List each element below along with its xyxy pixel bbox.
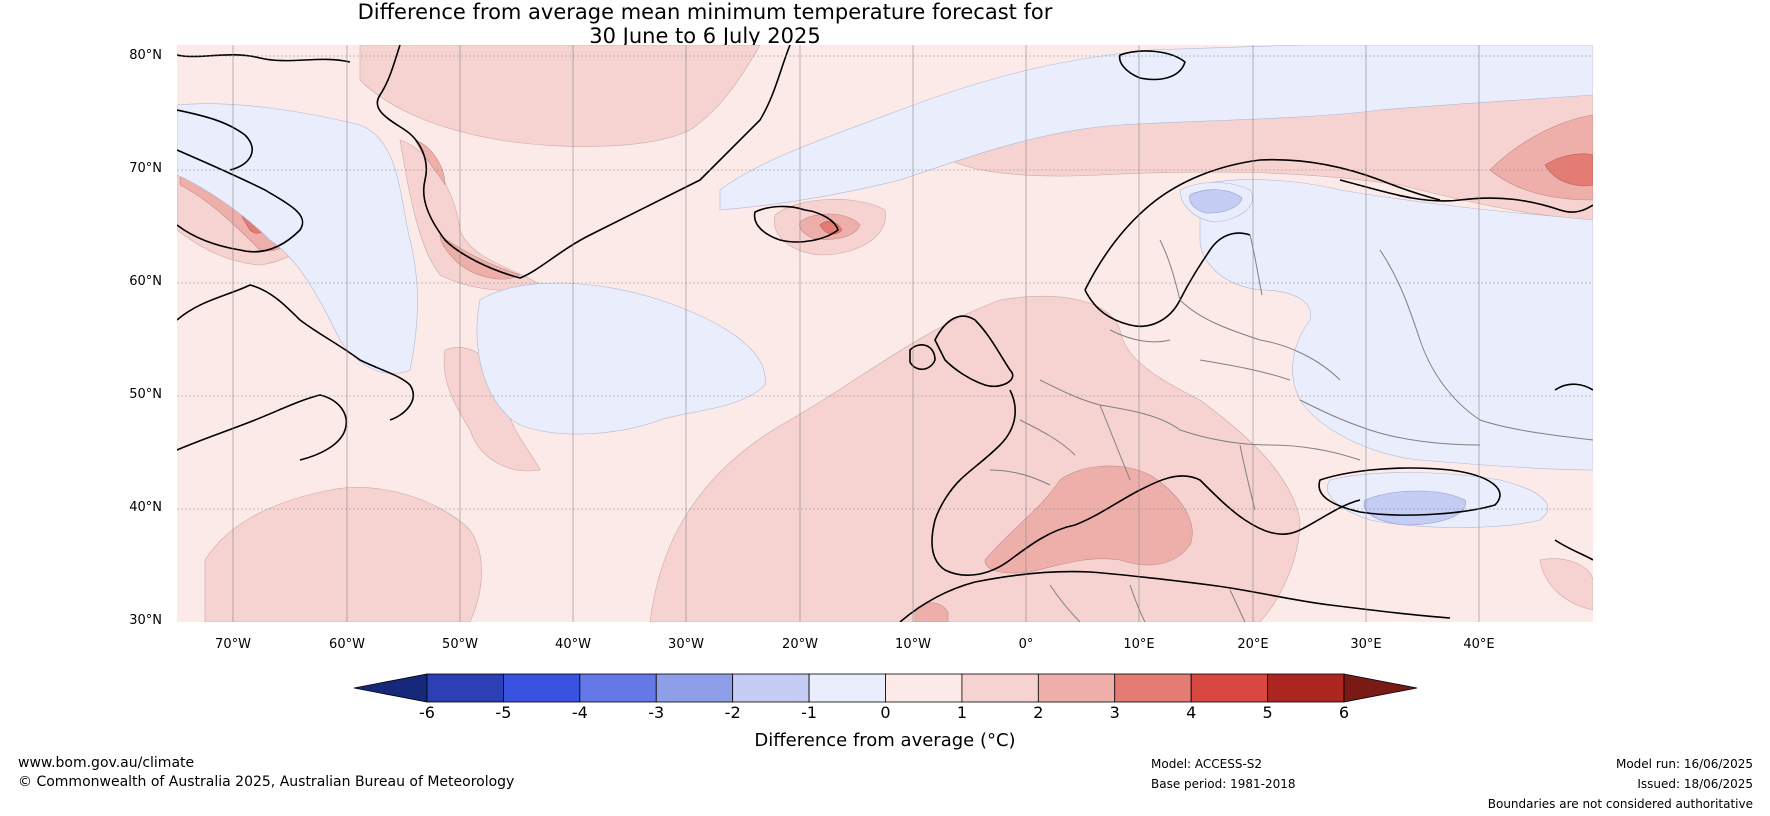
lon-tick-10e: 10°E: [1123, 637, 1155, 652]
colorbar-tick-label: 4: [1186, 703, 1197, 722]
anomaly-warm-southwest: [204, 487, 482, 622]
colorbar-label: Difference from average (°C): [754, 730, 1016, 751]
colorbar-tick-label: 5: [1262, 703, 1273, 722]
lat-tick-70n: 70°N: [129, 161, 162, 176]
lon-tick-20e: 20°E: [1237, 637, 1269, 652]
anomaly-minus1to2-black-sea: [1363, 490, 1466, 526]
colorbar-tick-label: 0: [880, 703, 891, 722]
coast-british-isles: [909, 315, 1014, 388]
lon-tick-30w: 30°W: [668, 637, 704, 652]
colorbar-cell: [426, 673, 504, 703]
lat-tick-80n: 80°N: [129, 48, 162, 63]
colorbar-cell: [1037, 673, 1116, 703]
coast-mediterranean-north: [1074, 475, 1361, 535]
coast-north-africa: [899, 570, 1451, 622]
lon-tick-20w: 20°W: [782, 637, 818, 652]
colorbar-cell: [885, 673, 963, 703]
lon-tick-50w: 50°W: [442, 637, 478, 652]
coast-svalbard: [1118, 50, 1186, 81]
lon-tick-10w: 10°W: [895, 637, 931, 652]
coast-canada-north: [177, 53, 351, 171]
disclaimer-text: Boundaries are not considered authoritat…: [1487, 797, 1753, 811]
colorbar-cell: [732, 673, 810, 703]
coast-arctic-russia: [1339, 179, 1593, 213]
copyright-text: © Commonwealth of Australia 2025, Austra…: [18, 774, 515, 790]
lon-tick-0: 0°: [1018, 637, 1034, 652]
lat-tick-50n: 50°N: [129, 387, 162, 402]
colorbar-cell: [579, 673, 657, 703]
colorbar-cell: [1267, 673, 1345, 703]
lon-tick-70w: 70°W: [215, 637, 251, 652]
coast-europe-west: [931, 389, 1076, 576]
colorbar-tick-label: -1: [801, 703, 818, 722]
meridians: [232, 45, 1480, 622]
coast-iceland: [753, 205, 839, 243]
coast-north-america-east: [177, 394, 347, 461]
lon-tick-40e: 40°E: [1463, 637, 1495, 652]
title-line-2: 30 June to 6 July 2025: [589, 24, 821, 48]
colorbar-cell: [655, 673, 734, 703]
colorbar-cell: [808, 673, 886, 703]
colorbar-tick-label: -3: [648, 703, 665, 722]
colorbar-tick-label: 3: [1109, 703, 1120, 722]
issued-text: Issued: 18/06/2025: [1637, 777, 1753, 791]
anomaly-minus1to2-scandinavia: [1189, 189, 1243, 214]
lon-tick-40w: 40°W: [555, 637, 591, 652]
colorbar-tick-label: -5: [495, 703, 512, 722]
country-boundaries: [989, 234, 1593, 622]
colorbar-tick-label: -6: [419, 703, 435, 722]
lat-tick-40n: 40°N: [129, 500, 162, 515]
base-period-text: Base period: 1981-2018: [1151, 777, 1296, 791]
anomaly-cool-eastern-europe: [1199, 179, 1593, 471]
coast-black-sea: [1318, 467, 1501, 516]
colorbar-tick-label: 6: [1338, 703, 1350, 722]
model-run-text: Model run: 16/06/2025: [1615, 757, 1753, 771]
coast-caspian: [1554, 383, 1593, 561]
model-text: Model: ACCESS-S2: [1151, 757, 1263, 771]
coast-greenland: [376, 45, 791, 279]
title-line-1: Difference from average mean minimum tem…: [357, 0, 1053, 24]
map-field: [177, 45, 1593, 622]
lat-tick-60n: 60°N: [129, 274, 162, 289]
chart-title: Difference from average mean minimum tem…: [0, 0, 1410, 48]
anomaly-warm-caspian: [1539, 558, 1593, 611]
lat-tick-30n: 30°N: [129, 613, 162, 628]
colorbar-extend-low: [353, 673, 428, 703]
colorbar-cells: [353, 673, 1418, 703]
colorbar-tick-label: 2: [1033, 703, 1044, 722]
lon-tick-30e: 30°E: [1350, 637, 1382, 652]
website-link[interactable]: www.bom.gov.au/climate: [18, 755, 195, 771]
anomaly-cool-greenland-sea: [719, 45, 1593, 211]
colorbar-tick-label: 1: [956, 703, 967, 722]
colorbar-cell: [1190, 673, 1268, 703]
coast-baffin: [177, 149, 304, 253]
colorbar-cell: [503, 673, 581, 703]
colorbar-tick-label: -2: [724, 703, 741, 722]
colorbar-extend-high: [1343, 673, 1418, 703]
colorbar-cell: [961, 673, 1039, 703]
coast-labrador: [177, 284, 414, 421]
graticule: [177, 55, 1593, 510]
colorbar-tick-label: -4: [571, 703, 588, 722]
colorbar-cell: [1114, 673, 1192, 703]
lon-tick-60w: 60°W: [329, 637, 365, 652]
